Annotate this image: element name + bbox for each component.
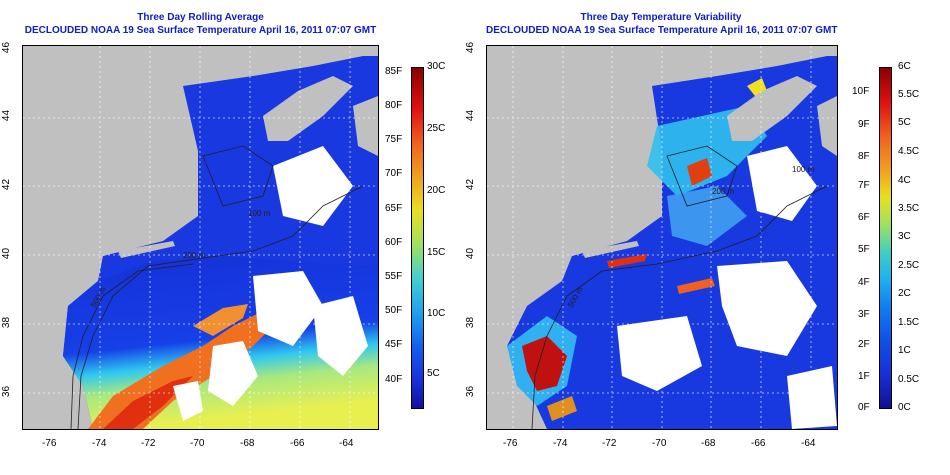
right-cbar-c-label: 1C [898, 345, 911, 356]
right-cbar-f-label: 8F [858, 151, 870, 162]
right-xtick-label: -68 [701, 438, 716, 449]
right-xtick-label: -70 [652, 438, 667, 449]
right-ytick-label: 42 [465, 178, 477, 191]
left-sst-map: 500 m 100 m 200 m [22, 45, 379, 430]
right-title-line1: Three Day Temperature Variability [580, 12, 742, 23]
right-cbar-c-label: 6C [898, 61, 911, 72]
left-ytick-label: 44 [1, 109, 13, 122]
left-xtick-label: -64 [339, 438, 354, 449]
right-cbar-f-label: 0F [858, 402, 870, 413]
right-cbar-c-label: 0C [898, 402, 911, 413]
left-xtick-label: -72 [141, 438, 156, 449]
right-xtick-label: -76 [503, 438, 518, 449]
right-ytick-label: 46 [465, 41, 477, 54]
right-cbar-c-label: 2.5C [898, 260, 920, 271]
right-cbar-f-label: 3F [858, 309, 870, 320]
right-ytick-label: 36 [465, 385, 477, 398]
left-cbar-f-label: 70F [385, 168, 403, 179]
right-variability-map: 500 m 200 m 100 m [486, 45, 838, 430]
left-cbar-c-label: 10C [427, 308, 446, 319]
left-title-line2: DECLOUDED NOAA 19 Sea Surface Temperatur… [24, 25, 377, 36]
right-ytick-label: 38 [465, 316, 477, 329]
right-cbar-c-label: 4C [898, 175, 911, 186]
left-xtick-label: -76 [42, 438, 57, 449]
left-colorbar [411, 67, 424, 409]
left-cbar-f-label: 80F [385, 100, 403, 111]
right-cbar-f-label: 9F [858, 119, 870, 130]
left-cbar-f-label: 65F [385, 203, 403, 214]
svg-text:100 m: 100 m [248, 209, 271, 218]
left-xtick-label: -66 [290, 438, 305, 449]
right-cbar-f-label: 6F [858, 212, 870, 223]
right-xtick-label: -74 [553, 438, 568, 449]
right-cbar-c-label: 1.5C [898, 317, 920, 328]
left-ytick-label: 40 [1, 247, 13, 260]
right-cbar-f-label: 1F [858, 371, 870, 382]
right-colorbar [879, 67, 892, 409]
left-map-graphic: 500 m 100 m 200 m [23, 46, 378, 429]
left-cbar-c-label: 5C [427, 368, 440, 379]
right-cbar-c-label: 3.5C [898, 203, 920, 214]
left-cbar-c-label: 30C [427, 61, 446, 72]
right-cbar-c-label: 3C [898, 231, 911, 242]
left-xtick-label: -68 [240, 438, 255, 449]
right-cbar-f-label: 4F [858, 277, 870, 288]
right-cbar-c-label: 0.5C [898, 374, 920, 385]
left-title-line1: Three Day Rolling Average [137, 12, 264, 23]
left-ytick-label: 36 [1, 385, 13, 398]
left-cbar-f-label: 40F [385, 374, 403, 385]
left-cbar-c-label: 20C [427, 185, 446, 196]
right-cbar-c-label: 2C [898, 288, 911, 299]
right-cbar-f-label: 2F [858, 339, 870, 350]
left-cbar-f-label: 45F [385, 339, 403, 350]
right-cbar-f-label: 5F [858, 244, 870, 255]
right-xtick-label: -72 [602, 438, 617, 449]
svg-text:200 m: 200 m [183, 251, 206, 260]
right-ytick-label: 44 [465, 109, 477, 122]
svg-text:100 m: 100 m [792, 165, 815, 174]
right-cbar-c-label: 4.5C [898, 146, 920, 157]
left-ytick-label: 46 [1, 41, 13, 54]
left-cbar-c-label: 15C [427, 247, 446, 258]
left-ytick-label: 38 [1, 316, 13, 329]
left-xtick-label: -70 [190, 438, 205, 449]
svg-text:200 m: 200 m [712, 187, 735, 196]
left-cbar-f-label: 50F [385, 305, 403, 316]
right-xtick-label: -66 [751, 438, 766, 449]
right-title-line2: DECLOUDED NOAA 19 Sea Surface Temperatur… [486, 25, 838, 36]
right-xtick-label: -64 [801, 438, 816, 449]
left-cbar-f-label: 60F [385, 237, 403, 248]
right-cbar-f-label: 7F [858, 180, 870, 191]
right-map-graphic: 500 m 200 m 100 m [487, 46, 837, 429]
left-ytick-label: 42 [1, 178, 13, 191]
left-cbar-f-label: 55F [385, 271, 403, 282]
right-cbar-c-label: 5.5C [898, 89, 920, 100]
left-cbar-f-label: 75F [385, 134, 403, 145]
right-cbar-c-label: 5C [898, 117, 911, 128]
left-xtick-label: -74 [92, 438, 107, 449]
left-cbar-c-label: 25C [427, 123, 446, 134]
right-ytick-label: 40 [465, 247, 477, 260]
left-cbar-f-label: 85F [385, 66, 403, 77]
right-cbar-f-label: 10F [852, 86, 870, 97]
